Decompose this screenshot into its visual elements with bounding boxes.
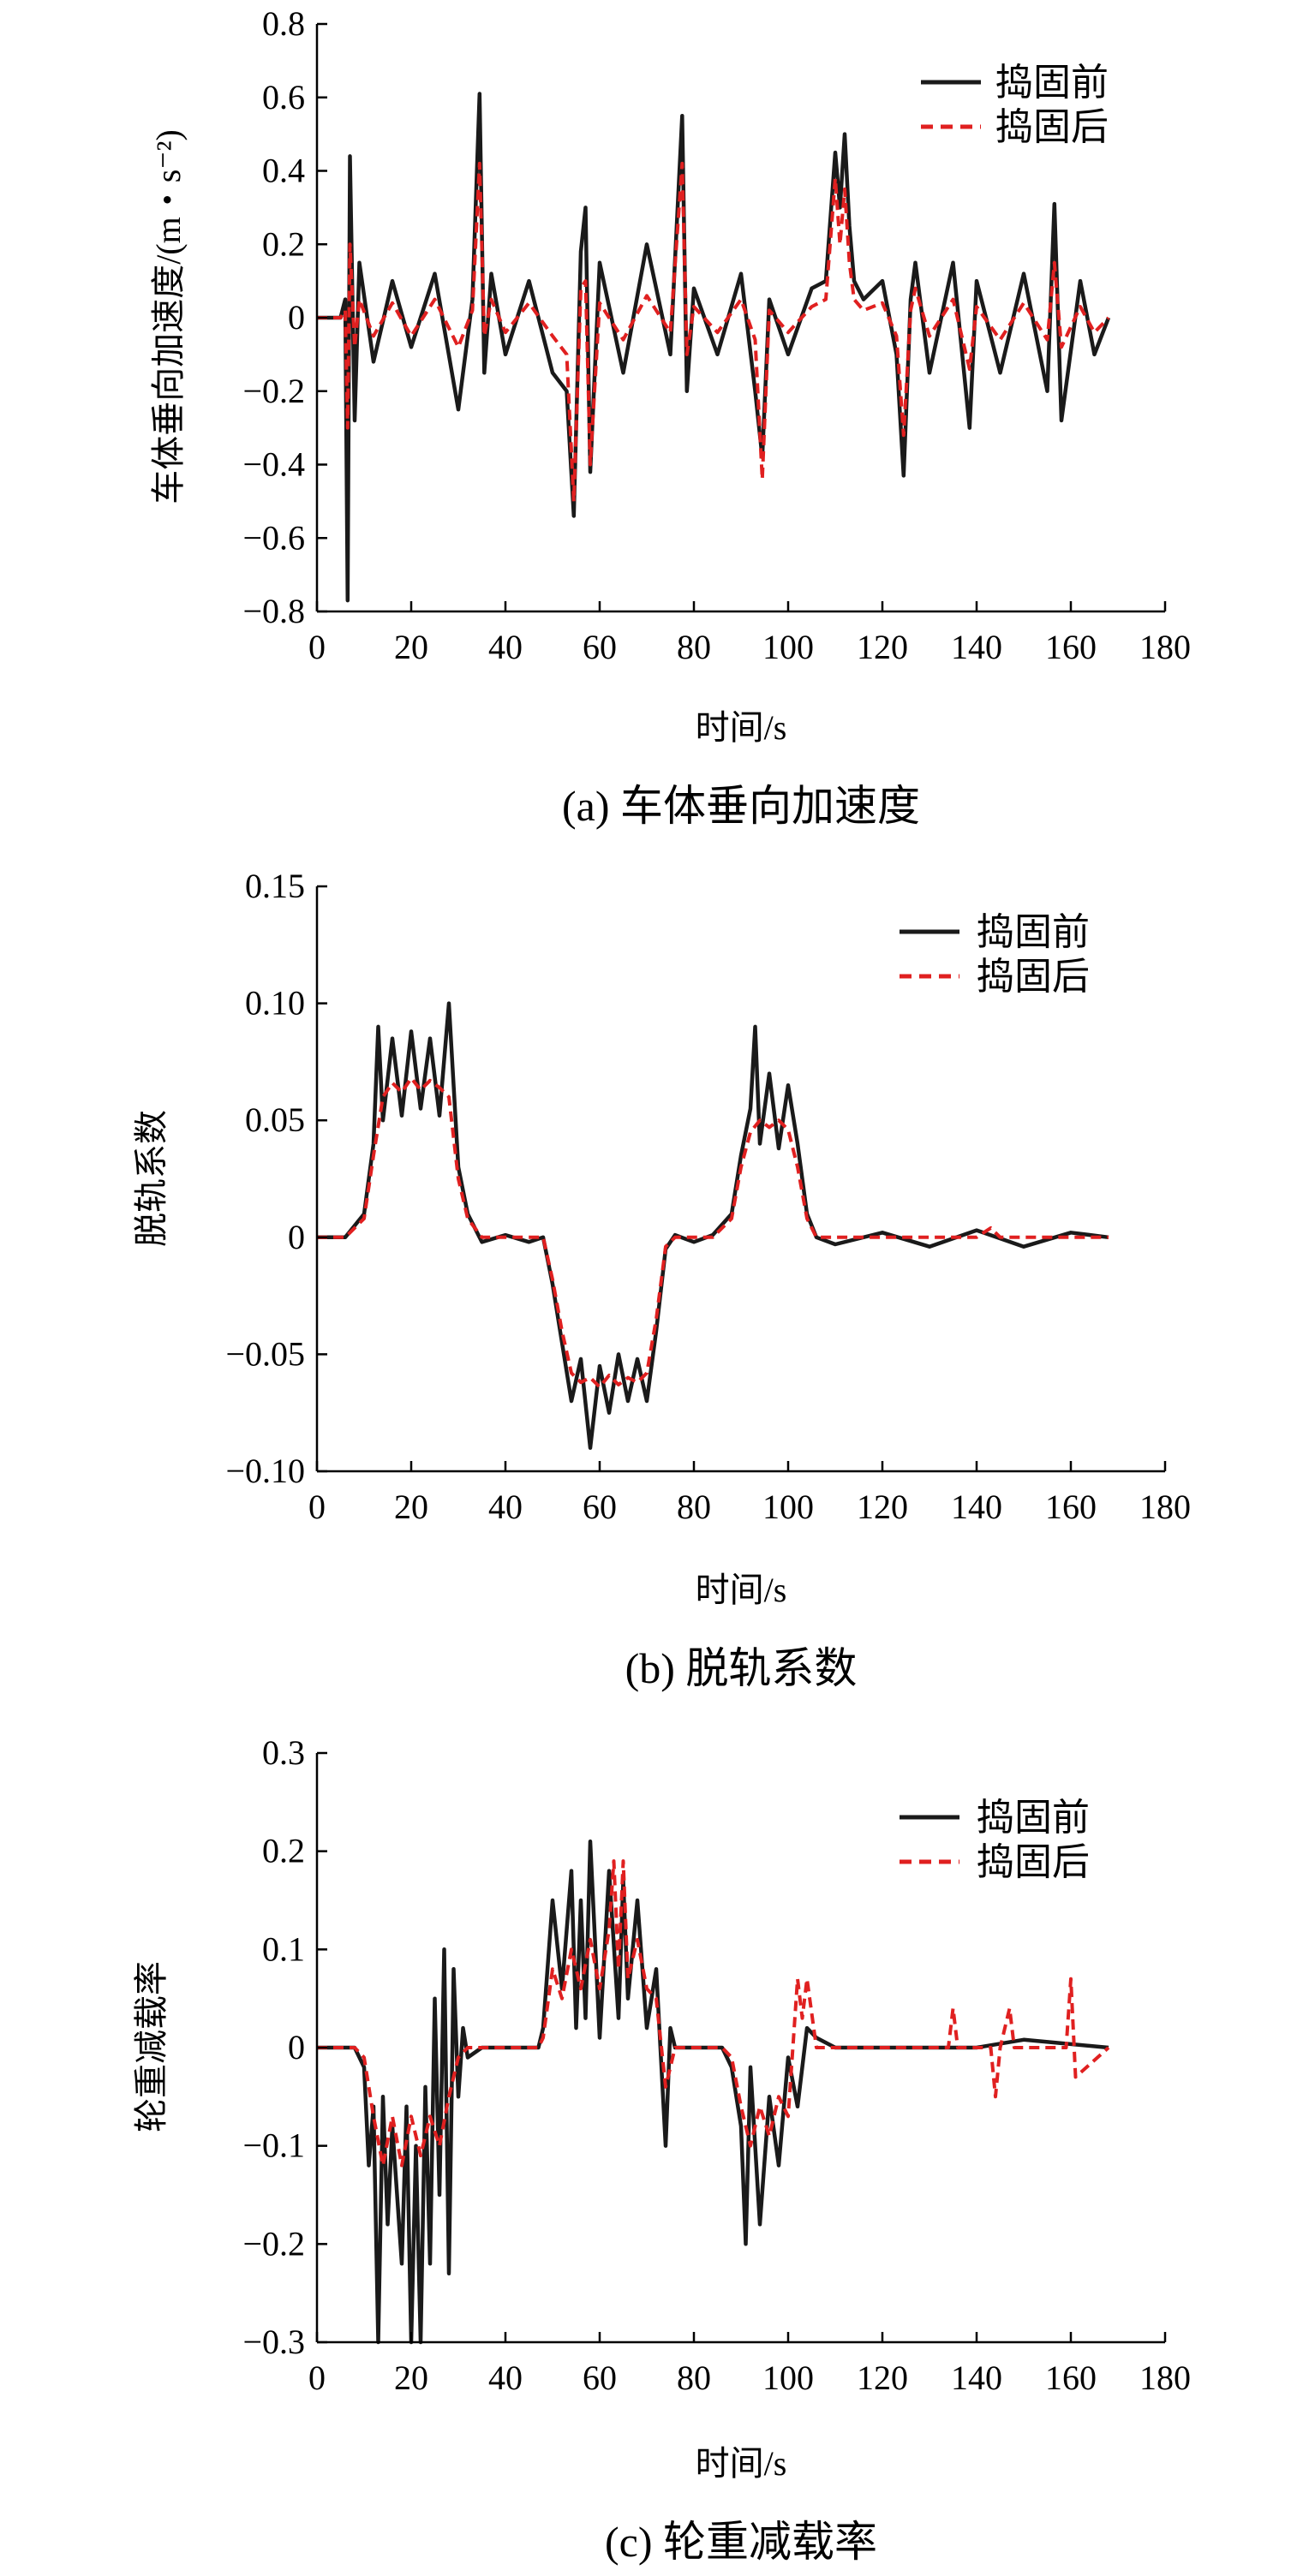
x-tick-label-c-0: 0 [308, 2358, 326, 2397]
chart-a: −0.8 −0.6 −0.4 −0.2 0 0.2 0.4 0.6 0.8 0 20 40 60 80 1… [149, 4, 1191, 830]
series-line-c-0 [317, 1839, 1109, 2345]
y-tick-label-a-3: −0.2 [242, 372, 305, 410]
legend-label-b-1: 捣固后 [977, 956, 1090, 998]
xlabel-b: 时间/s [696, 1571, 787, 1609]
y-tick-label-c-0: −0.3 [242, 2323, 305, 2361]
y-tick-label-a-6: 0.4 [262, 152, 305, 190]
x-tick-label-b-4: 80 [677, 1488, 711, 1526]
series-line-b-1 [317, 1076, 1109, 1389]
x-tick-label-b-8: 160 [1045, 1488, 1097, 1526]
legend-c: 捣固前 捣固后 [900, 1797, 1090, 1883]
ylabel-a: 车体垂向加速度/(m・s⁻²) [149, 129, 188, 504]
x-tick-label-a-5: 100 [762, 628, 814, 666]
x-tick-label-a-0: 0 [308, 628, 326, 666]
x-ticks-a: 0 20 40 60 80 100 120 140 160 180 [308, 601, 1191, 666]
x-tick-label-c-8: 160 [1045, 2358, 1097, 2397]
x-tick-label-b-2: 40 [488, 1488, 523, 1526]
y-tick-label-b-4: 0.10 [245, 984, 305, 1023]
y-tick-label-c-6: 0.3 [262, 1733, 305, 1772]
x-tick-label-b-9: 180 [1139, 1488, 1191, 1526]
x-tick-label-a-4: 80 [677, 628, 711, 666]
legend-b: 捣固前 捣固后 [900, 911, 1090, 998]
y-tick-label-a-8: 0.8 [262, 4, 305, 43]
legend-label-b-0: 捣固前 [977, 911, 1090, 953]
xlabel-c: 时间/s [696, 2444, 787, 2483]
caption-c: (c) 轮重减载率 [605, 2518, 877, 2566]
x-tick-label-b-1: 20 [394, 1488, 428, 1526]
y-tick-label-c-1: −0.2 [242, 2224, 305, 2263]
y-ticks-c: −0.3 −0.2 −0.1 0 0.1 0.2 0.3 [242, 1733, 327, 2361]
x-tick-label-b-7: 140 [951, 1488, 1002, 1526]
x-tick-label-a-8: 160 [1045, 628, 1097, 666]
series-line-a-0 [317, 92, 1111, 603]
y-tick-label-c-3: 0 [288, 2028, 305, 2066]
x-tick-label-b-5: 100 [762, 1488, 814, 1526]
legend-label-a-1: 捣固后 [995, 106, 1109, 148]
x-tick-label-a-3: 60 [583, 628, 617, 666]
chart-c: −0.3 −0.2 −0.1 0 0.1 0.2 0.3 0 20 40 60 80 100 120 14… [132, 1733, 1191, 2566]
x-tick-label-c-3: 60 [583, 2358, 617, 2397]
series-line-a-1 [317, 161, 1110, 504]
y-tick-label-a-2: −0.4 [242, 445, 305, 484]
series-line-c-1 [317, 1859, 1110, 2168]
x-tick-label-b-0: 0 [308, 1488, 326, 1526]
axes-b [315, 886, 1165, 1473]
y-tick-label-c-4: 0.1 [262, 1929, 305, 1968]
y-tick-label-a-7: 0.6 [262, 78, 305, 116]
x-tick-label-c-6: 120 [857, 2358, 908, 2397]
x-tick-label-c-1: 20 [394, 2358, 428, 2397]
y-tick-label-c-5: 0.2 [262, 1832, 305, 1870]
x-tick-label-c-9: 180 [1139, 2358, 1191, 2397]
x-tick-label-b-6: 120 [857, 1488, 908, 1526]
y-tick-label-b-1: −0.05 [225, 1334, 305, 1373]
x-tick-label-c-5: 100 [762, 2358, 814, 2397]
x-ticks-b: 0 20 40 60 80 100 120 140 160 180 [308, 1461, 1191, 1526]
ylabel-c: 轮重减载率 [132, 1961, 170, 2132]
x-tick-label-c-2: 40 [488, 2358, 523, 2397]
x-tick-label-a-9: 180 [1139, 628, 1191, 666]
x-tick-label-a-1: 20 [394, 628, 428, 666]
series-layer-b [317, 1001, 1109, 1450]
y-tick-label-a-1: −0.6 [242, 518, 305, 557]
x-tick-label-a-2: 40 [488, 628, 523, 666]
caption-a: (a) 车体垂向加速度 [562, 782, 920, 830]
legend-a: 捣固前 捣固后 [921, 62, 1109, 148]
x-tick-label-b-3: 60 [583, 1488, 617, 1526]
y-tick-label-a-4: 0 [288, 298, 305, 337]
y-ticks-a: −0.8 −0.6 −0.4 −0.2 0 0.2 0.4 0.6 0.8 [242, 4, 327, 630]
y-ticks-b: −0.10 −0.05 0 0.05 0.10 0.15 [225, 867, 327, 1490]
xlabel-a: 时间/s [696, 708, 787, 747]
x-tick-label-a-7: 140 [951, 628, 1002, 666]
y-tick-label-b-3: 0.05 [245, 1100, 305, 1139]
legend-label-a-0: 捣固前 [995, 62, 1109, 104]
y-tick-label-b-2: 0 [288, 1218, 305, 1256]
legend-label-c-1: 捣固后 [977, 1841, 1090, 1883]
y-tick-label-a-0: −0.8 [242, 592, 305, 630]
x-tick-label-c-4: 80 [677, 2358, 711, 2397]
legend-label-c-0: 捣固前 [977, 1797, 1090, 1839]
x-ticks-c: 0 20 40 60 80 100 120 140 160 180 [308, 2332, 1191, 2397]
y-tick-label-a-5: 0.2 [262, 224, 305, 263]
chart-b: −0.10 −0.05 0 0.05 0.10 0.15 0 20 40 60 80 100 120 1… [132, 867, 1191, 1692]
caption-b: (b) 脱轨系数 [625, 1644, 858, 1692]
x-tick-label-c-7: 140 [951, 2358, 1002, 2397]
ylabel-b: 脱轨系数 [132, 1110, 170, 1247]
y-tick-label-c-2: −0.1 [242, 2126, 305, 2165]
x-tick-label-a-6: 120 [857, 628, 908, 666]
y-tick-label-b-5: 0.15 [245, 867, 305, 905]
series-layer-c [317, 1839, 1110, 2345]
series-layer-a [317, 92, 1111, 603]
series-line-b-0 [317, 1001, 1109, 1450]
y-tick-label-b-0: −0.10 [225, 1452, 305, 1490]
